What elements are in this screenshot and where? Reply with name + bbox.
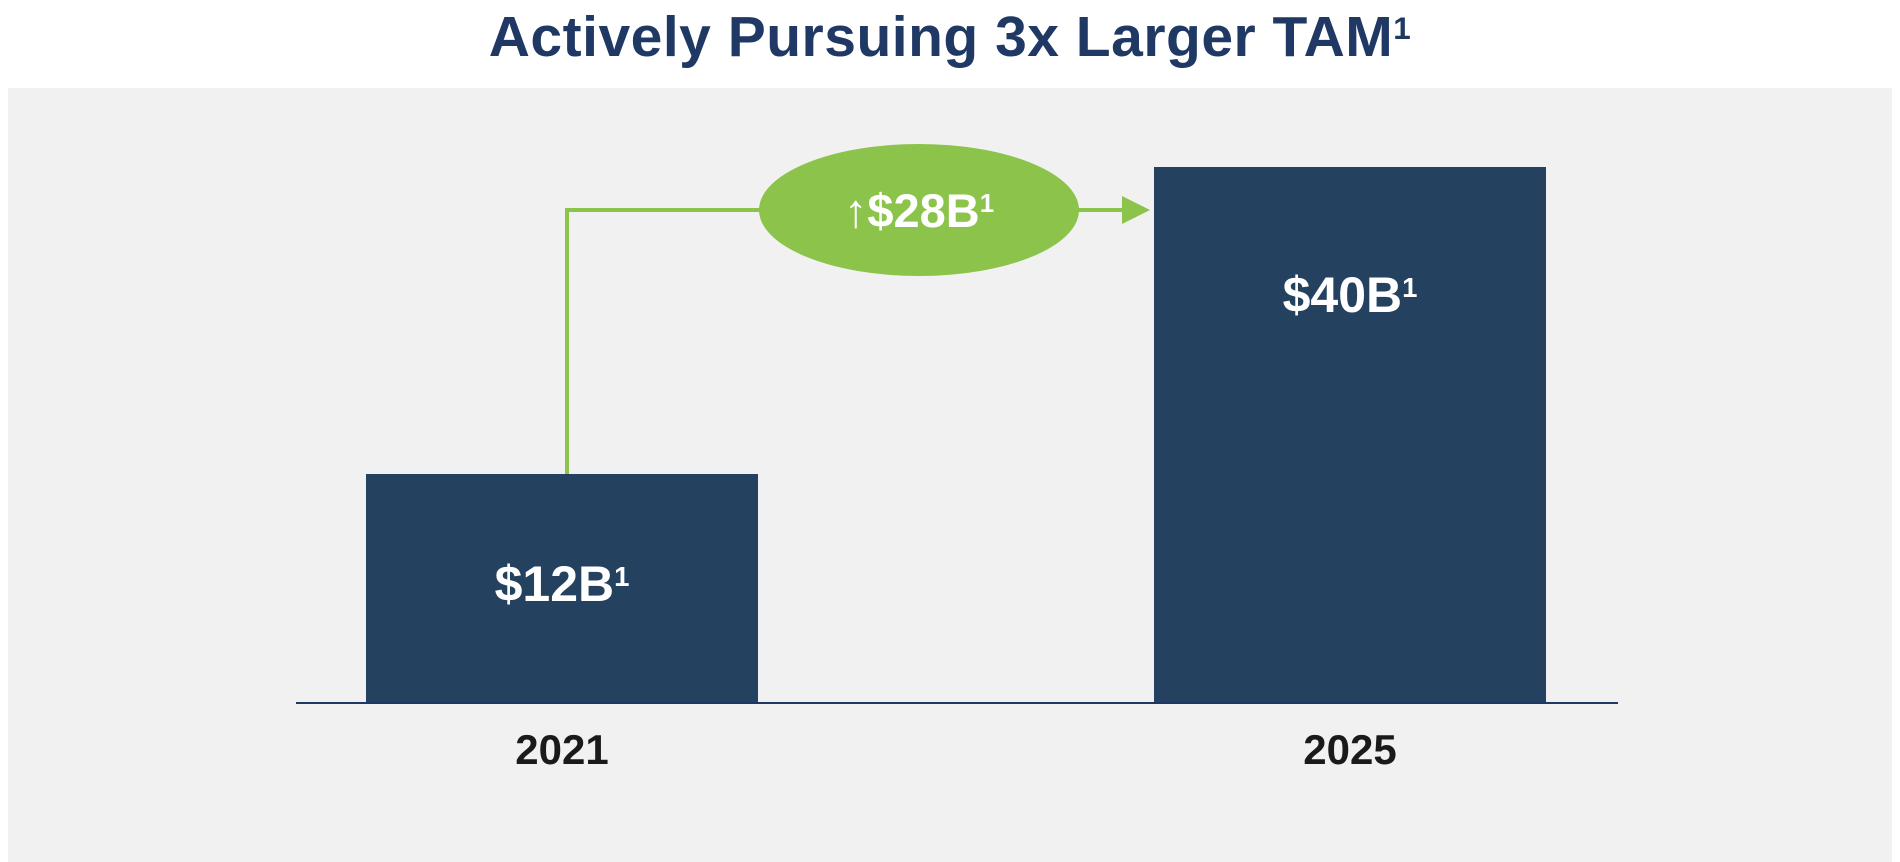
chart-panel: $12B1 $40B1 ↑$28B1 2021 2025 <box>8 88 1892 862</box>
x-axis-label-2021: 2021 <box>515 726 609 773</box>
bar-2021-footnote-marker: 1 <box>614 560 630 592</box>
annotation-ellipse: ↑$28B1 <box>759 144 1079 276</box>
chart-title-text: Actively Pursuing 3x Larger TAM <box>488 5 1394 69</box>
bar-2025-value-text: $40B <box>1282 267 1403 323</box>
annotation-footnote-marker: 1 <box>979 190 995 219</box>
x-axis-line <box>296 702 1618 704</box>
title-footnote-marker: 1 <box>1393 10 1412 46</box>
annotation-label: ↑$28B1 <box>844 183 994 238</box>
up-arrow-icon: ↑ <box>843 183 868 237</box>
bar-2025-value-label: $40B1 <box>1283 265 1418 325</box>
x-axis-label-2025: 2025 <box>1303 726 1397 773</box>
bar-2025: $40B1 <box>1154 167 1546 703</box>
bar-2021: $12B1 <box>366 474 758 703</box>
annotation-value-text: $28B <box>867 183 980 237</box>
bar-2025-footnote-marker: 1 <box>1402 271 1418 303</box>
chart-title: Actively Pursuing 3x Larger TAM1 <box>0 0 1900 74</box>
bar-2021-value-label: $12B1 <box>495 554 630 614</box>
bar-2021-value-text: $12B <box>494 556 615 612</box>
